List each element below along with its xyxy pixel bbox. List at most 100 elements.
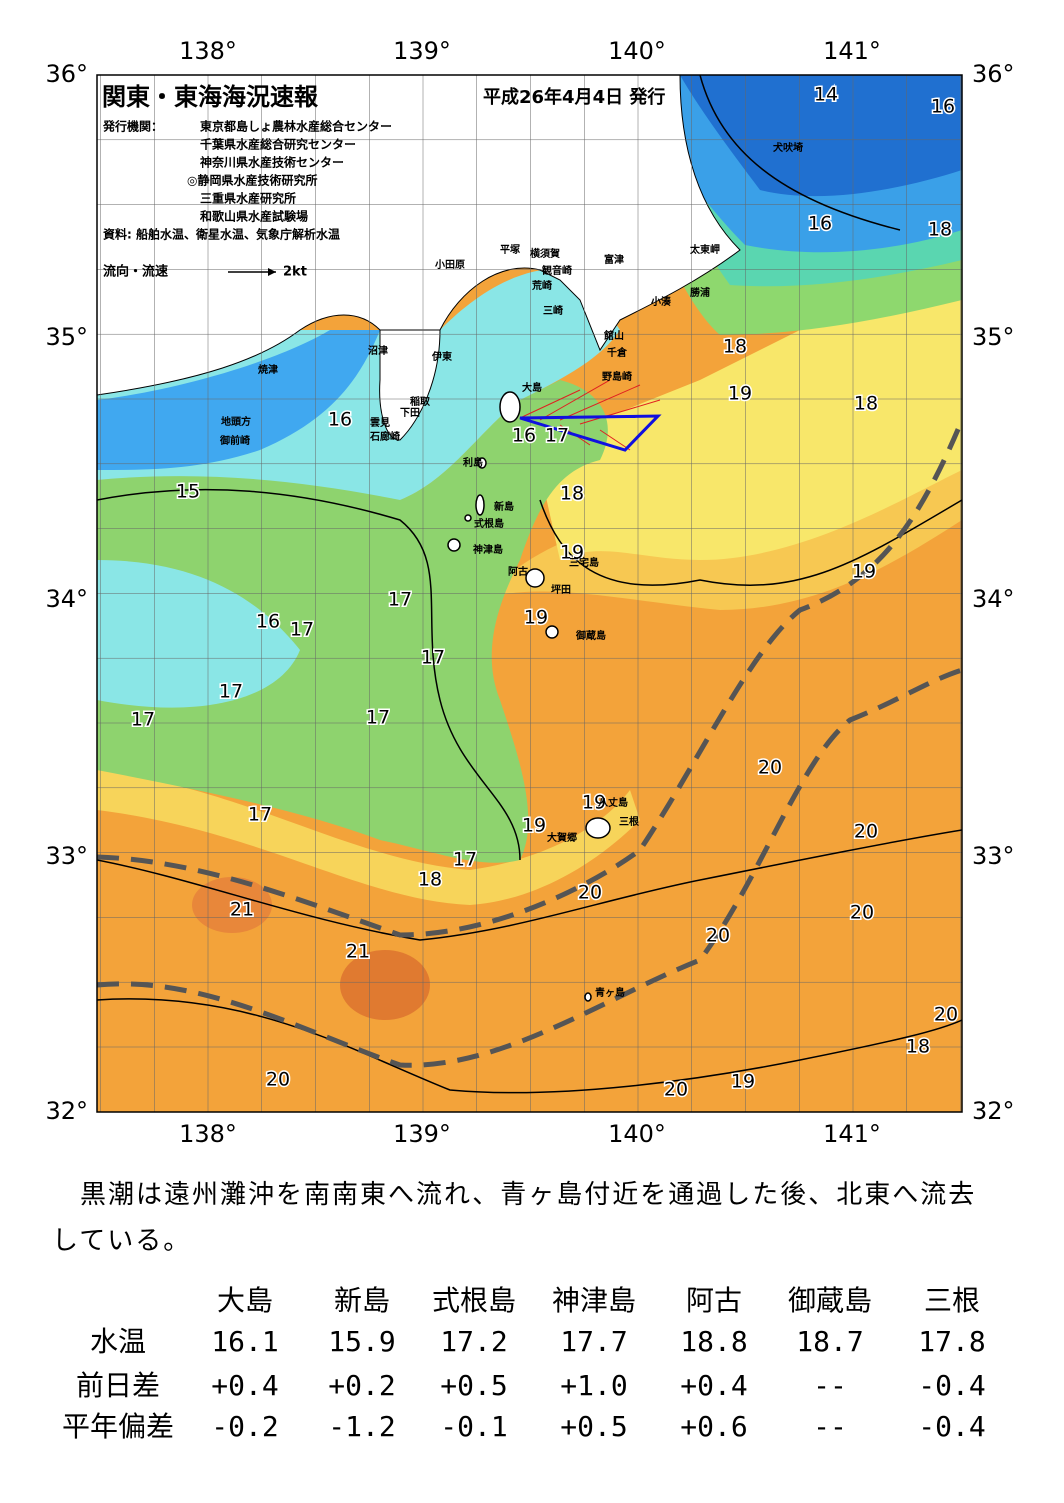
- table-cell: -0.4: [918, 1369, 985, 1402]
- place-name: 式根島: [474, 517, 504, 530]
- table-cell: -0.1: [440, 1410, 507, 1443]
- table-cell: 17.7: [560, 1325, 627, 1358]
- place-name: 三根: [619, 815, 639, 828]
- isotherm-label: 17: [219, 681, 243, 703]
- isotherm-label: 19: [560, 542, 584, 564]
- table-cell: +0.4: [211, 1369, 278, 1402]
- lon-label: 138°: [179, 1120, 237, 1148]
- place-name: 大賀郷: [547, 831, 577, 844]
- issuer: 和歌山県水産試験場: [199, 209, 308, 224]
- issuer: 東京都島しょ農林水産総合センター: [200, 119, 392, 134]
- lat-label: 34°: [45, 585, 88, 613]
- isotherm-label: 19: [522, 815, 546, 837]
- row-label: 前日差: [76, 1369, 160, 1402]
- place-name: 犬吠埼: [773, 141, 803, 154]
- table-cell: +0.5: [440, 1369, 507, 1402]
- table-cell: +0.5: [560, 1410, 627, 1443]
- isotherm-label: 18: [928, 219, 952, 241]
- place-name: 御蔵島: [575, 629, 606, 642]
- legend-arrowhead: [268, 268, 276, 276]
- isotherm-label: 16: [328, 409, 352, 431]
- place-name: 伊東: [431, 350, 452, 363]
- lat-label: 33°: [972, 842, 1015, 870]
- place-name: 神津島: [473, 543, 503, 556]
- isotherm-label: 16: [512, 425, 536, 447]
- issuer: 千葉県水産総合研究センター: [200, 137, 356, 152]
- observation-route: [519, 414, 662, 452]
- isotherm-label: 19: [524, 607, 548, 629]
- isotherm-label: 20: [934, 1004, 958, 1026]
- grid: [97, 75, 962, 1112]
- issuer-label: 発行機関：: [102, 119, 163, 134]
- table-header: 大島: [217, 1284, 273, 1317]
- table-cell: 15.9: [328, 1325, 395, 1358]
- isotherm-label: 20: [758, 757, 782, 779]
- table-cell: +0.6: [680, 1410, 747, 1443]
- lon-label: 140°: [608, 1120, 666, 1148]
- issuer: 神奈川県水産技術センター: [200, 155, 344, 170]
- isotherm-label: 17: [248, 804, 272, 826]
- isotherm-label: 19: [728, 383, 752, 405]
- place-name: 三宅島: [569, 556, 599, 569]
- isotherm-label: 18: [723, 336, 747, 358]
- place-name: 館山: [603, 329, 624, 342]
- place-name: 勝浦: [690, 286, 710, 299]
- table-header: 式根島: [432, 1284, 516, 1317]
- table-header: 阿古: [686, 1284, 742, 1317]
- place-name: 小田原: [434, 258, 465, 271]
- place-name: 沼津: [368, 344, 388, 357]
- lon-label: 139°: [393, 1120, 451, 1148]
- place-name: 荒崎: [531, 279, 552, 292]
- sea-temperature-map: [97, 75, 962, 1112]
- isotherm-label: 19: [731, 1071, 755, 1093]
- place-name: 稲取: [410, 395, 431, 408]
- place-name: 小湊: [650, 295, 672, 308]
- place-name: 新島: [494, 500, 514, 513]
- isotherm-label: 16: [931, 96, 955, 118]
- isotherm-label: 17: [388, 589, 412, 611]
- lat-label: 32°: [45, 1097, 88, 1125]
- place-name: 青ヶ島: [595, 986, 625, 999]
- table-cell: -1.2: [328, 1410, 395, 1443]
- table-cell: --: [813, 1369, 847, 1402]
- table-cell: 18.7: [796, 1325, 863, 1358]
- isotherm-label: 15: [176, 481, 200, 503]
- table-cell: +0.2: [328, 1369, 395, 1402]
- table-cell: -0.4: [918, 1410, 985, 1443]
- isotherm-label: 16: [808, 213, 832, 235]
- isotherm-label: 20: [578, 882, 602, 904]
- lat-label: 33°: [45, 842, 88, 870]
- lat-label: 36°: [45, 60, 88, 88]
- place-name: 阿古: [508, 565, 528, 578]
- issuer: 三重県水産研究所: [200, 191, 296, 206]
- source: 資料: 船舶水温、衛星水温、気象庁解析水温: [103, 227, 340, 242]
- isotherm-label: 17: [453, 849, 477, 871]
- table-header: 三根: [924, 1284, 980, 1317]
- place-name: 横須賀: [530, 247, 560, 260]
- isotherm-label: 18: [418, 869, 442, 891]
- row-label: 平年偏差: [62, 1410, 174, 1443]
- table-cell: -0.2: [211, 1410, 278, 1443]
- place-name: 三崎: [543, 304, 563, 317]
- place-name: 太東岬: [689, 243, 720, 256]
- isotherm-label: 19: [582, 792, 606, 814]
- place-name: 地頭方: [221, 415, 251, 428]
- isotherm-label: 17: [421, 647, 445, 669]
- lat-label: 35°: [45, 323, 88, 351]
- isotherm-label: 20: [266, 1069, 290, 1091]
- isotherm-label: 19: [852, 561, 876, 583]
- place-name: 石廊崎: [369, 430, 400, 443]
- isotherm-label: 20: [850, 902, 874, 924]
- table-cell: 17.8: [918, 1325, 985, 1358]
- isotherm-label: 18: [906, 1036, 930, 1058]
- table-header: 新島: [334, 1284, 390, 1317]
- summary: 黒潮は遠州灘沖を南南東へ流れ、青ヶ島付近を通過した後、北東へ流去している。: [52, 1180, 977, 1256]
- place-name: 御前崎: [219, 434, 250, 447]
- issue-date: 平成26年4月4日 発行: [483, 86, 665, 108]
- islands: [447, 391, 611, 1002]
- kuroshio-edge: [97, 667, 962, 1068]
- row-label: 水温: [90, 1325, 146, 1358]
- issuer: ◎静岡県水産技術研究所: [187, 173, 317, 188]
- table-cell: 18.8: [680, 1325, 747, 1358]
